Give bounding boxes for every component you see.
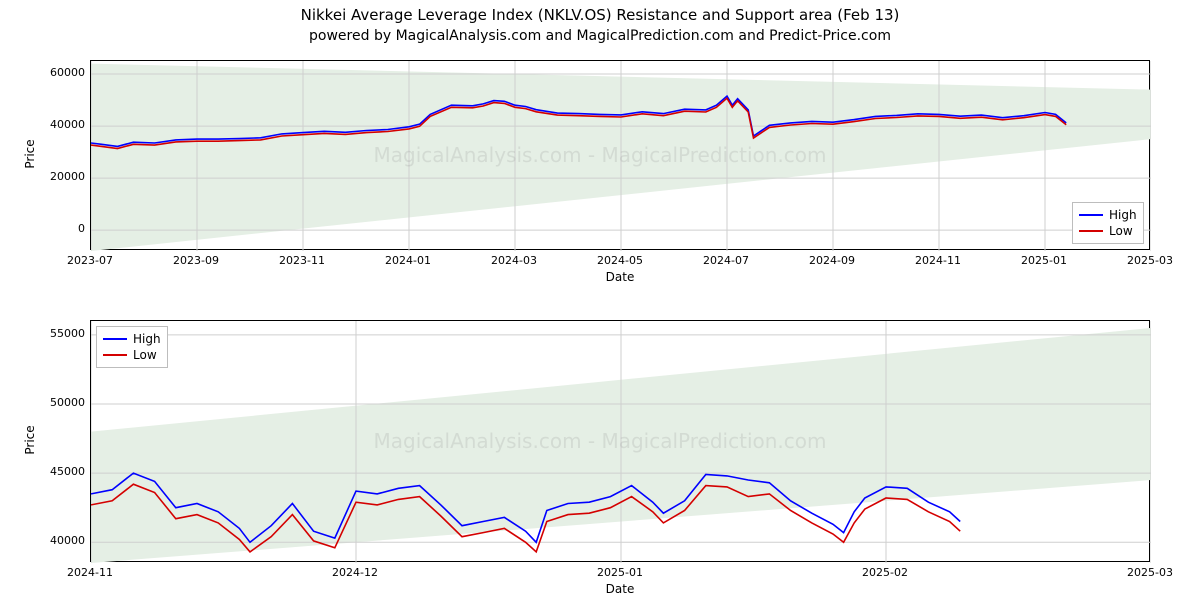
ytick-label: 0: [35, 222, 85, 235]
top-xlabel: Date: [570, 270, 670, 284]
legend-row-low-b: Low: [103, 347, 161, 363]
xtick-label: 2025-03: [1110, 254, 1190, 267]
xtick-label: 2023-11: [262, 254, 342, 267]
legend-label-high-b: High: [133, 332, 161, 346]
top-legend: High Low: [1072, 202, 1144, 244]
top-chart-panel: [90, 60, 1150, 250]
ytick-label: 40000: [35, 118, 85, 131]
legend-swatch-low-b: [103, 354, 127, 356]
xtick-label: 2024-01: [368, 254, 448, 267]
ytick-label: 60000: [35, 66, 85, 79]
legend-swatch-high-b: [103, 338, 127, 340]
xtick-label: 2024-09: [792, 254, 872, 267]
chart-subtitle: powered by MagicalAnalysis.com and Magic…: [0, 24, 1200, 48]
ytick-label: 40000: [35, 534, 85, 547]
xtick-label: 2025-03: [1110, 566, 1190, 579]
bottom-chart-panel: [90, 320, 1150, 562]
xtick-label: 2024-12: [315, 566, 395, 579]
ytick-label: 20000: [35, 170, 85, 183]
legend-row-high: High: [1079, 207, 1137, 223]
legend-label-high: High: [1109, 208, 1137, 222]
legend-row-low: Low: [1079, 223, 1137, 239]
legend-swatch-low: [1079, 230, 1103, 232]
ytick-label: 45000: [35, 465, 85, 478]
xtick-label: 2023-07: [50, 254, 130, 267]
xtick-label: 2024-11: [898, 254, 978, 267]
ytick-label: 55000: [35, 327, 85, 340]
xtick-label: 2024-03: [474, 254, 554, 267]
chart-root: Nikkei Average Leverage Index (NKLV.OS) …: [0, 0, 1200, 600]
xtick-label: 2025-01: [1004, 254, 1084, 267]
bottom-legend: High Low: [96, 326, 168, 368]
xtick-label: 2024-05: [580, 254, 660, 267]
xtick-label: 2025-01: [580, 566, 660, 579]
legend-swatch-high: [1079, 214, 1103, 216]
xtick-label: 2024-07: [686, 254, 766, 267]
ytick-label: 50000: [35, 396, 85, 409]
xtick-label: 2023-09: [156, 254, 236, 267]
chart-title: Nikkei Average Leverage Index (NKLV.OS) …: [0, 0, 1200, 24]
legend-label-low-b: Low: [133, 348, 157, 362]
legend-row-high-b: High: [103, 331, 161, 347]
xtick-label: 2024-11: [50, 566, 130, 579]
bottom-xlabel: Date: [570, 582, 670, 596]
legend-label-low: Low: [1109, 224, 1133, 238]
xtick-label: 2025-02: [845, 566, 925, 579]
